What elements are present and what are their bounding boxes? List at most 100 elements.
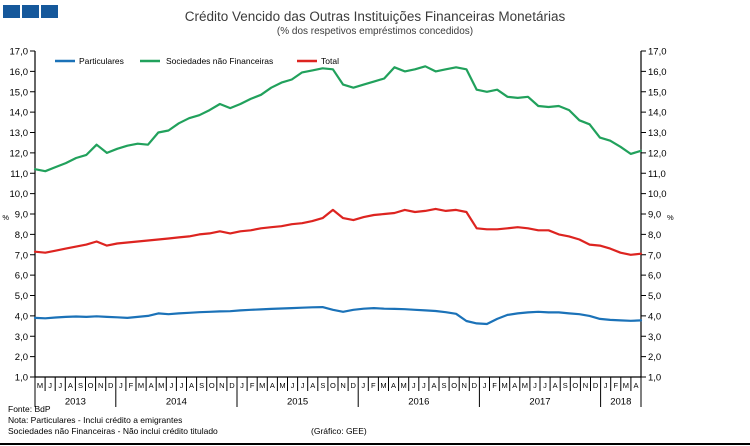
y-axis-unit-label: % — [2, 213, 9, 222]
x-axis-month-label: J — [412, 381, 416, 390]
y-axis-tick-label: 11,0 — [10, 169, 28, 180]
y-axis-tick-label: 1,0 — [648, 373, 661, 384]
y-axis-tick-label: 11,0 — [648, 169, 666, 180]
x-axis-month-label: A — [310, 381, 315, 390]
x-axis-month-label: S — [563, 381, 568, 390]
y-axis-tick-label: 6,0 — [15, 271, 28, 282]
y-axis-tick-label: 17,0 — [648, 47, 667, 58]
y-axis-tick-label: 15,0 — [10, 87, 29, 98]
x-axis-month-label: O — [451, 381, 457, 390]
legend-label-sociedades-nao-financeiras: Sociedades não Financeiras — [166, 56, 273, 66]
x-axis-month-label: J — [604, 381, 608, 390]
x-axis-month-label: F — [371, 381, 376, 390]
x-axis-month-label: N — [98, 381, 103, 390]
x-axis-month-label: A — [68, 381, 73, 390]
note-line-2: Sociedades não Financeiras - Não inclui … — [8, 426, 218, 436]
y-axis-tick-label: 10,0 — [648, 189, 667, 200]
x-axis-month-label: A — [270, 381, 275, 390]
x-axis-month-label: N — [219, 381, 224, 390]
bottom-border — [0, 443, 750, 445]
x-axis-year-label: 2018 — [610, 397, 631, 408]
y-axis-unit-label: % — [667, 213, 674, 222]
x-axis-month-label: A — [431, 381, 436, 390]
x-axis-month-label: F — [129, 381, 134, 390]
logo-square — [41, 5, 58, 18]
x-axis-month-label: J — [422, 381, 426, 390]
logo-squares — [3, 5, 58, 18]
x-axis-month-label: M — [502, 381, 508, 390]
y-axis-tick-label: 2,0 — [15, 352, 28, 363]
y-axis-tick-label: 3,0 — [15, 332, 28, 343]
y-axis-tick-label: 3,0 — [648, 332, 661, 343]
x-axis-month-label: M — [623, 381, 629, 390]
source-note: Fonte: BdP — [8, 404, 51, 414]
note-line-1: Nota: Particulares - Inclui crédito a em… — [8, 415, 183, 425]
x-axis-month-label: M — [37, 381, 43, 390]
x-axis-month-label: A — [553, 381, 558, 390]
x-axis-month-label: S — [199, 381, 204, 390]
y-axis-tick-label: 9,0 — [15, 210, 28, 221]
x-axis-month-label: O — [88, 381, 94, 390]
y-axis-tick-label: 16,0 — [648, 67, 667, 78]
logo-square — [3, 5, 20, 18]
x-axis-month-label: D — [350, 381, 356, 390]
series-line-total — [33, 207, 643, 256]
x-axis-month-label: J — [240, 381, 244, 390]
y-axis-tick-label: 5,0 — [15, 291, 28, 302]
x-axis-month-label: J — [48, 381, 52, 390]
chart-title: Crédito Vencido das Outras Instituições … — [184, 9, 566, 24]
x-axis-month-label: A — [149, 381, 154, 390]
x-axis-month-label: J — [301, 381, 305, 390]
x-axis-month-label: A — [633, 381, 638, 390]
x-axis-year-label: 2015 — [287, 397, 308, 408]
x-axis-month-label: M — [279, 381, 285, 390]
y-axis-tick-label: 16,0 — [10, 67, 29, 78]
x-axis-month-label: O — [572, 381, 578, 390]
x-axis-month-label: A — [189, 381, 194, 390]
y-axis-tick-label: 8,0 — [15, 230, 28, 241]
credit-note: (Gráfico: GEE) — [311, 426, 367, 436]
y-axis-tick-label: 6,0 — [648, 271, 661, 282]
x-axis-month-label: D — [108, 381, 114, 390]
y-axis-tick-label: 5,0 — [648, 291, 661, 302]
y-axis-tick-label: 14,0 — [648, 108, 667, 119]
x-axis-year-label: 2013 — [65, 397, 86, 408]
x-axis-month-label: J — [291, 381, 295, 390]
logo-square — [22, 5, 39, 18]
x-axis-month-label: D — [593, 381, 599, 390]
legend-label-particulares: Particulares — [79, 56, 124, 66]
x-axis-year-label: 2017 — [529, 397, 550, 408]
x-axis-month-label: J — [543, 381, 547, 390]
y-axis-tick-label: 12,0 — [10, 148, 29, 159]
x-axis-month-label: F — [492, 381, 497, 390]
x-axis-month-label: D — [472, 381, 478, 390]
x-axis-month-label: J — [169, 381, 173, 390]
y-axis-tick-label: 4,0 — [15, 311, 28, 322]
x-axis-month-label: N — [583, 381, 588, 390]
x-axis-month-label: D — [229, 381, 235, 390]
legend-label-total: Total — [321, 56, 339, 66]
x-axis-month-label: N — [340, 381, 345, 390]
x-axis-month-label: F — [250, 381, 255, 390]
x-axis-month-label: O — [330, 381, 336, 390]
x-axis-month-label: A — [512, 381, 517, 390]
y-axis-tick-label: 12,0 — [648, 148, 667, 159]
y-axis-tick-label: 2,0 — [648, 352, 661, 363]
chart-subtitle: (% dos respetivos empréstimos concedidos… — [276, 26, 474, 37]
y-axis-tick-label: 13,0 — [648, 128, 667, 139]
x-axis-month-label: M — [158, 381, 164, 390]
x-axis-month-label: M — [138, 381, 144, 390]
x-axis-month-label: M — [380, 381, 386, 390]
y-axis-tick-label: 15,0 — [648, 87, 667, 98]
y-axis-tick-label: 14,0 — [10, 108, 29, 119]
y-axis-tick-label: 8,0 — [648, 230, 661, 241]
y-axis-tick-label: 10,0 — [10, 189, 29, 200]
x-axis-month-label: M — [522, 381, 528, 390]
x-axis-month-label: J — [180, 381, 184, 390]
x-axis-year-label: 2016 — [408, 397, 429, 408]
x-axis-month-label: O — [209, 381, 215, 390]
x-axis-month-label: S — [442, 381, 447, 390]
x-axis-month-label: N — [462, 381, 467, 390]
